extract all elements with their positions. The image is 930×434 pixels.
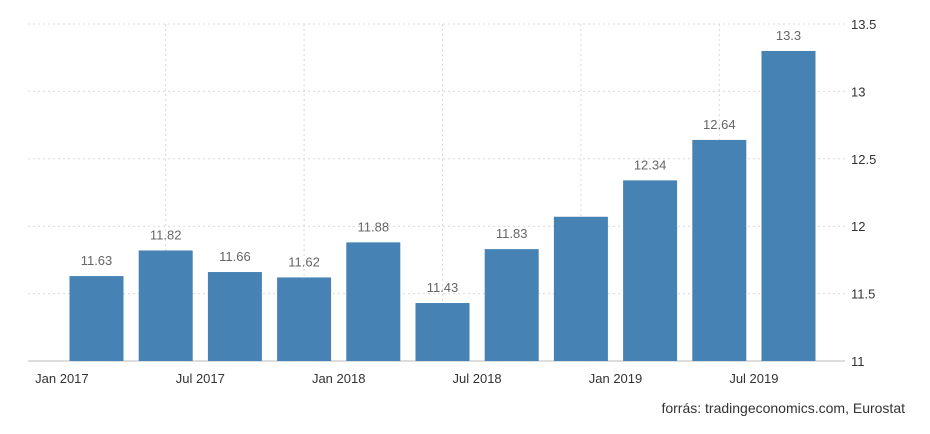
bar xyxy=(484,249,539,361)
value-label: 11.82 xyxy=(150,227,182,242)
x-tick-label: Jan 2017 xyxy=(35,371,89,386)
bar xyxy=(415,303,470,361)
value-label: 12.64 xyxy=(703,117,736,132)
value-label: 11.66 xyxy=(219,249,251,264)
x-tick-label: Jan 2018 xyxy=(312,371,366,386)
bars xyxy=(69,50,816,362)
y-tick-label: 12.5 xyxy=(851,152,876,167)
y-tick-label: 13.5 xyxy=(851,17,876,32)
bar xyxy=(69,276,124,361)
value-label: 11.62 xyxy=(288,254,320,269)
bar xyxy=(623,180,678,361)
bar xyxy=(346,242,401,361)
value-label: 11.88 xyxy=(358,219,390,234)
value-label: 13.3 xyxy=(776,28,801,43)
bar-chart: 11.63 11.82 11.66 11.62 11.88 11.43 11.83 12.34… xyxy=(28,17,876,386)
y-tick-label: 13 xyxy=(851,84,865,99)
x-tick-label: Jul 2018 xyxy=(453,371,502,386)
y-axis-ticks: 11 11.5 12 12.5 13 13.5 xyxy=(851,17,876,369)
value-labels: 11.63 11.82 11.66 11.62 11.88 11.43 11.83 12.34… xyxy=(81,28,801,295)
y-tick-label: 11 xyxy=(851,354,865,369)
value-label: 11.83 xyxy=(496,226,528,241)
bar xyxy=(761,50,816,362)
x-tick-label: Jan 2019 xyxy=(589,371,643,386)
bar xyxy=(138,250,193,361)
x-axis-ticks: Jan 2017 Jul 2017 Jan 2018 Jul 2018 Jan 2019… xyxy=(35,371,778,386)
y-tick-label: 11.5 xyxy=(851,287,875,302)
bar xyxy=(692,139,747,361)
bar xyxy=(553,216,608,361)
x-tick-label: Jul 2019 xyxy=(729,371,778,386)
value-label: 11.43 xyxy=(427,280,459,295)
value-label: 12.34 xyxy=(634,157,667,172)
bar xyxy=(277,277,332,361)
bar xyxy=(207,272,262,361)
value-label: 11.63 xyxy=(81,253,113,268)
source-text: forrás: tradingeconomics.com, Eurostat xyxy=(661,400,905,416)
x-tick-label: Jul 2017 xyxy=(176,371,225,386)
y-tick-label: 12 xyxy=(851,219,865,234)
